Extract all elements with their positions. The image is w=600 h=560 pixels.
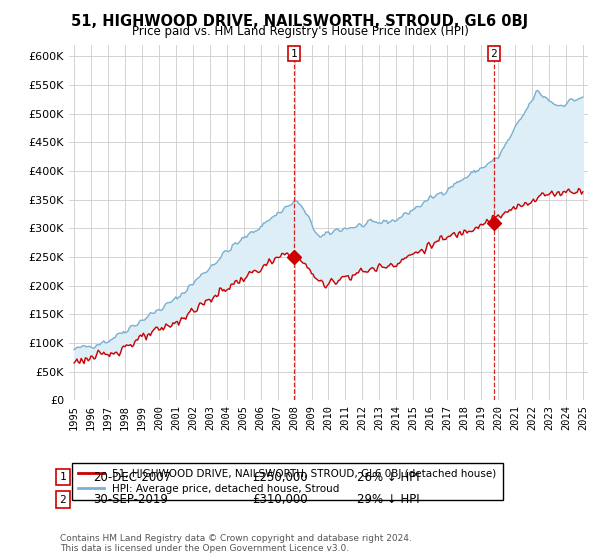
- Legend: 51, HIGHWOOD DRIVE, NAILSWORTH, STROUD, GL6 0BJ (detached house), HPI: Average p: 51, HIGHWOOD DRIVE, NAILSWORTH, STROUD, …: [71, 463, 503, 500]
- Text: 29% ↓ HPI: 29% ↓ HPI: [357, 493, 419, 506]
- Text: 30-SEP-2019: 30-SEP-2019: [93, 493, 168, 506]
- Text: 2: 2: [59, 494, 67, 505]
- Text: 51, HIGHWOOD DRIVE, NAILSWORTH, STROUD, GL6 0BJ: 51, HIGHWOOD DRIVE, NAILSWORTH, STROUD, …: [71, 14, 529, 29]
- Text: £250,000: £250,000: [252, 470, 308, 484]
- Text: 1: 1: [59, 472, 67, 482]
- Text: Contains HM Land Registry data © Crown copyright and database right 2024.
This d: Contains HM Land Registry data © Crown c…: [60, 534, 412, 553]
- Text: 26% ↓ HPI: 26% ↓ HPI: [357, 470, 419, 484]
- Text: 2: 2: [490, 49, 497, 59]
- Text: 20-DEC-2007: 20-DEC-2007: [93, 470, 171, 484]
- Text: Price paid vs. HM Land Registry's House Price Index (HPI): Price paid vs. HM Land Registry's House …: [131, 25, 469, 38]
- Text: 1: 1: [290, 49, 298, 59]
- Text: £310,000: £310,000: [252, 493, 308, 506]
